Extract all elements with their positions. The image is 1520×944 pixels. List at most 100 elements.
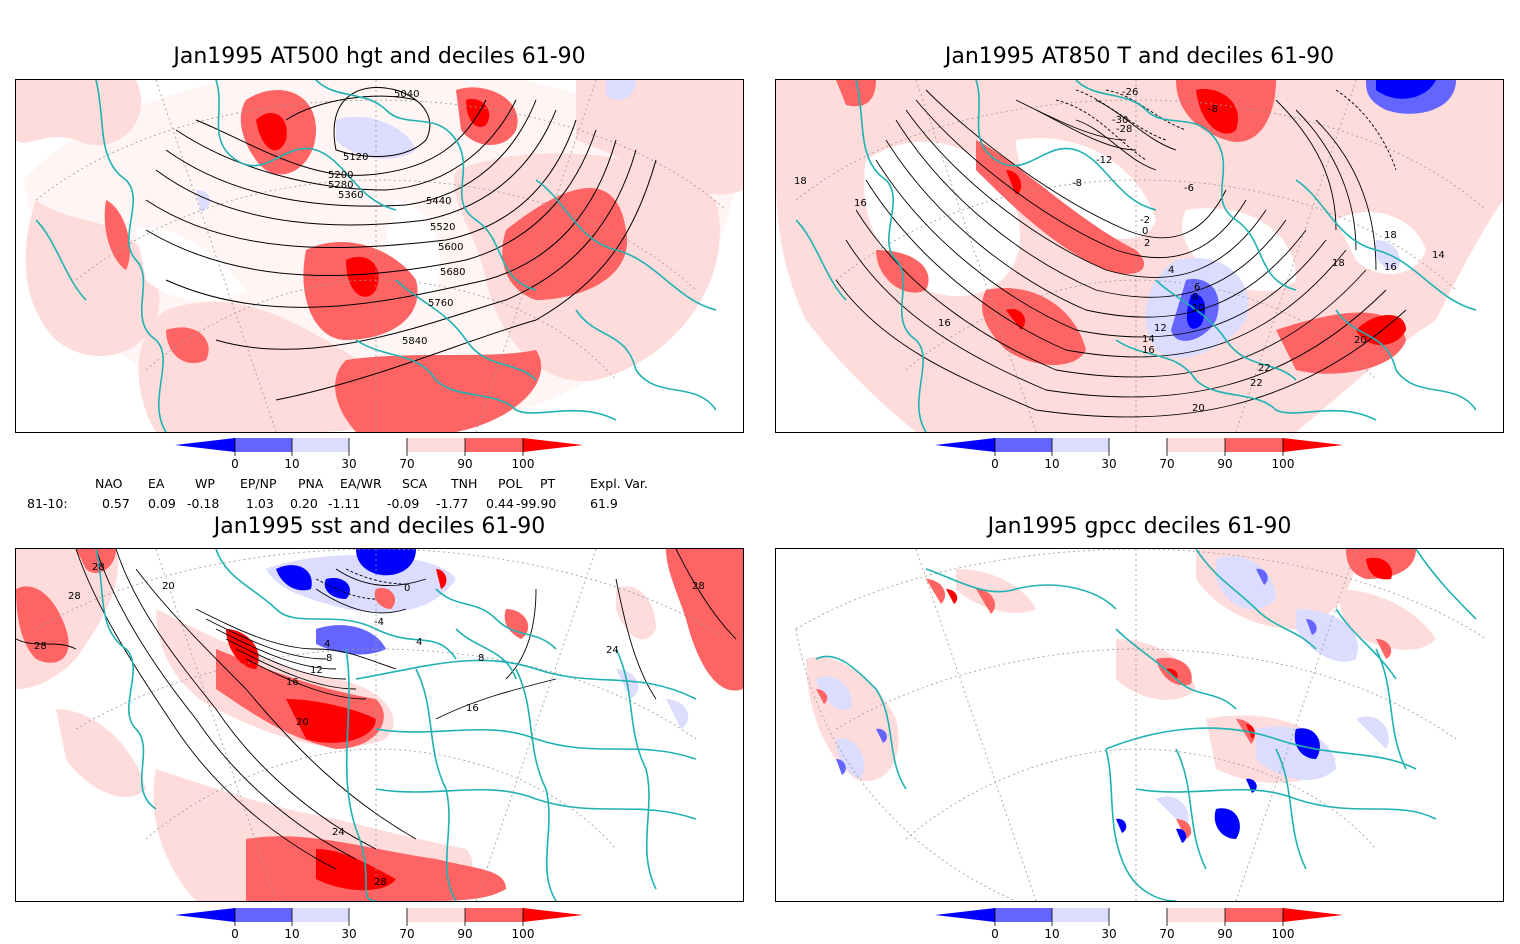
contour-label: 18 bbox=[1384, 230, 1397, 241]
colorbar-4: 0 10 30 70 90 100 bbox=[935, 908, 1345, 941]
colorbar-tick: 0 bbox=[991, 457, 999, 471]
colorbar-3-svg: 0 10 30 70 90 100 bbox=[175, 908, 583, 941]
index-value: 0.20 bbox=[290, 496, 318, 511]
colorbar-tick: 0 bbox=[231, 457, 239, 471]
panel-2-title: Jan1995 AT850 T and deciles 61-90 bbox=[944, 44, 1335, 69]
index-value: 0.57 bbox=[102, 496, 130, 511]
contour-label: 5600 bbox=[438, 242, 463, 253]
colorbar-tick: 10 bbox=[284, 457, 299, 471]
index-value: -0.18 bbox=[187, 496, 220, 511]
colorbar-1: 0 10 30 70 90 100 bbox=[175, 438, 585, 472]
index-value: 0.44 bbox=[486, 496, 514, 511]
contour-label: 22 bbox=[1250, 378, 1263, 389]
contour-label: 5360 bbox=[338, 190, 363, 201]
map-4-svg bbox=[795, 549, 1487, 901]
colorbar-tick: 90 bbox=[1217, 457, 1232, 471]
contour-label: -28 bbox=[1116, 124, 1132, 135]
index-row-label: 81-10: bbox=[27, 496, 68, 511]
contour-label: 0 bbox=[404, 583, 410, 594]
contour-label: 20 bbox=[1192, 403, 1205, 414]
contour-label: 0 bbox=[1142, 226, 1148, 237]
index-header: POL bbox=[498, 476, 523, 491]
colorbar-tick: 10 bbox=[1044, 927, 1059, 940]
contour-label: 28 bbox=[34, 641, 47, 652]
contour-label: 5200 bbox=[328, 170, 353, 181]
index-header: Expl. Var. bbox=[590, 476, 648, 491]
contour-label: 20 bbox=[162, 581, 175, 592]
contour-label: 5520 bbox=[430, 222, 455, 233]
contour-label: 16 bbox=[286, 677, 299, 688]
contour-label: -8 bbox=[1208, 104, 1218, 115]
panel-3-title: Jan1995 sst and deciles 61-90 bbox=[213, 514, 546, 539]
panel-4-title: Jan1995 gpcc deciles 61-90 bbox=[987, 514, 1292, 539]
contour-label: 5440 bbox=[426, 196, 451, 207]
index-header: PNA bbox=[298, 476, 324, 491]
index-header: PT bbox=[540, 476, 556, 491]
contour-label: 28 bbox=[374, 877, 387, 888]
index-value: -1.77 bbox=[436, 496, 469, 511]
map-3-svg: 28 28 28 20 0 -4 4 4 8 12 16 20 24 28 16… bbox=[16, 549, 743, 901]
index-value: 1.03 bbox=[246, 496, 274, 511]
contour-label: -8 bbox=[1072, 178, 1082, 189]
index-value: 61.9 bbox=[590, 496, 618, 511]
colorbar-tick: 30 bbox=[1101, 927, 1116, 940]
contour-label: 5280 bbox=[328, 180, 353, 191]
index-header: WP bbox=[195, 476, 215, 491]
colorbar-3: 0 10 30 70 90 100 bbox=[175, 908, 585, 941]
index-header: NAO bbox=[95, 476, 123, 491]
map-2-svg: -26 -30 -28 -12 -8 -8 -6 -2 0 2 4 6 8 10… bbox=[776, 80, 1503, 432]
colorbar-tick: 90 bbox=[1217, 927, 1232, 940]
map-1-svg: 5040 5120 5200 5280 5360 5440 5520 5600 … bbox=[16, 80, 743, 432]
contour-label: 8 bbox=[1192, 292, 1198, 303]
index-value: -0.09 bbox=[387, 496, 420, 511]
colorbar-tick: 100 bbox=[1272, 457, 1295, 471]
contour-label: -26 bbox=[1122, 87, 1138, 98]
colorbar-tick: 70 bbox=[1159, 457, 1174, 471]
contour-label: 16 bbox=[466, 703, 479, 714]
colorbar-tick: 0 bbox=[231, 927, 239, 940]
colorbar-tick: 90 bbox=[457, 457, 472, 471]
contour-label: 6 bbox=[1194, 282, 1200, 293]
contour-label: 5120 bbox=[343, 152, 368, 163]
index-header: SCA bbox=[402, 476, 428, 491]
contour-label: 28 bbox=[692, 581, 705, 592]
contour-label: 20 bbox=[296, 717, 309, 728]
contour-label: 12 bbox=[1154, 323, 1167, 334]
contour-label: 24 bbox=[606, 645, 619, 656]
panel-1-title: Jan1995 AT500 hgt and deciles 61-90 bbox=[173, 44, 586, 69]
colorbar-tick: 70 bbox=[399, 927, 414, 940]
colorbar-tick: 90 bbox=[457, 927, 472, 940]
contour-label: 4 bbox=[1168, 265, 1174, 276]
contour-label: 2 bbox=[1144, 238, 1150, 249]
colorbar-2: 0 10 30 70 90 100 bbox=[935, 438, 1345, 472]
colorbar-tick: 30 bbox=[341, 927, 356, 940]
contour-label: -12 bbox=[1096, 155, 1112, 166]
contour-label: 20 bbox=[1354, 335, 1367, 346]
map-panel-4 bbox=[775, 548, 1504, 902]
contour-label: -30 bbox=[1112, 115, 1128, 126]
contour-label: 22 bbox=[1258, 363, 1271, 374]
colorbar-tick: 30 bbox=[1101, 457, 1116, 471]
contour-label: -2 bbox=[1140, 215, 1150, 226]
contour-label: 8 bbox=[326, 653, 332, 664]
map-panel-2: -26 -30 -28 -12 -8 -8 -6 -2 0 2 4 6 8 10… bbox=[775, 79, 1504, 433]
contour-label: 28 bbox=[92, 562, 105, 573]
contour-label: 16 bbox=[854, 198, 867, 209]
contour-label: 18 bbox=[794, 176, 807, 187]
contour-label: 24 bbox=[332, 827, 345, 838]
contour-label: 16 bbox=[1384, 262, 1397, 273]
contour-label: 14 bbox=[1142, 334, 1155, 345]
index-value: 0.09 bbox=[148, 496, 176, 511]
colorbar-2-svg: 0 10 30 70 90 100 bbox=[935, 438, 1343, 471]
contour-label: 10 bbox=[1192, 303, 1205, 314]
index-header: EP/NP bbox=[240, 476, 277, 491]
colorbar-tick: 0 bbox=[991, 927, 999, 940]
index-header: EA/WR bbox=[340, 476, 382, 491]
colorbar-4-svg: 0 10 30 70 90 100 bbox=[935, 908, 1343, 941]
contour-label: 28 bbox=[68, 591, 81, 602]
index-header: TNH bbox=[451, 476, 478, 491]
colorbar-1-svg: 0 10 30 70 90 100 bbox=[175, 438, 583, 471]
contour-label: 5680 bbox=[440, 267, 465, 278]
map-panel-1: 5040 5120 5200 5280 5360 5440 5520 5600 … bbox=[15, 79, 744, 433]
colorbar-tick: 70 bbox=[1159, 927, 1174, 940]
